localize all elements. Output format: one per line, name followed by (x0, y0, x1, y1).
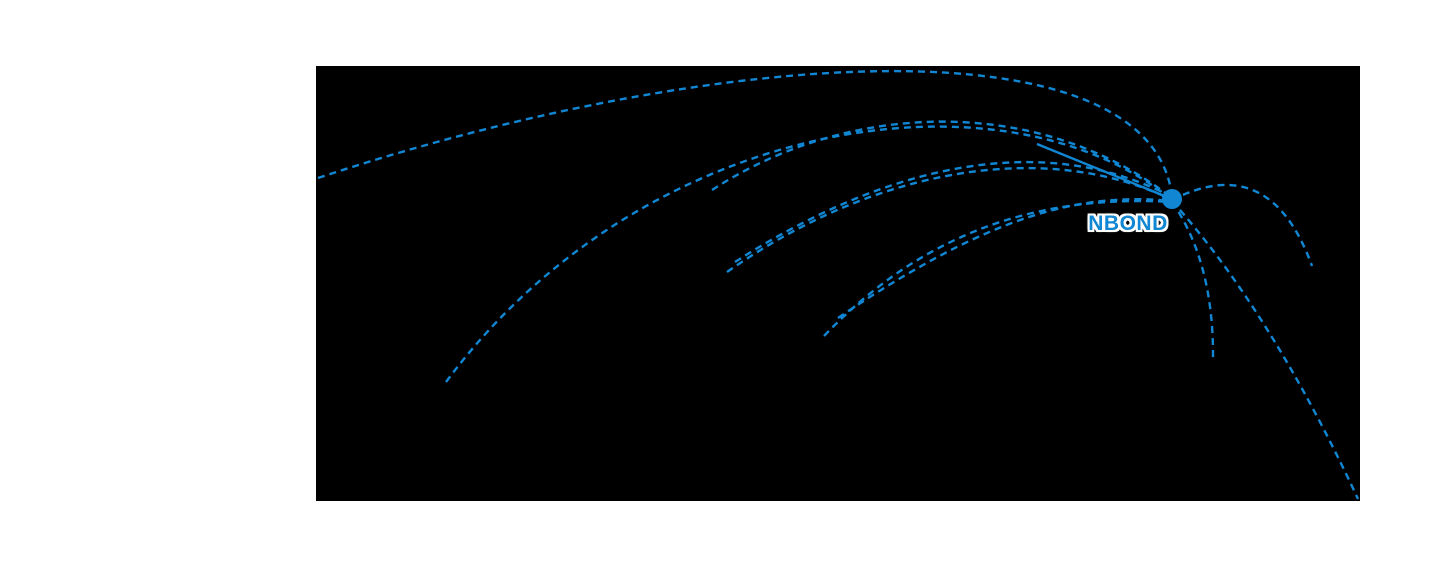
edge-low-mid-arc-pair (837, 198, 1173, 319)
edge-mid-arc-pair (734, 160, 1173, 264)
edge-mid-upper-arc (711, 120, 1173, 199)
graph-svg (317, 69, 1360, 500)
edge-low-mid-arc (823, 199, 1173, 337)
edge-down-vertical (1171, 201, 1215, 361)
edge-mid-arc (726, 166, 1173, 273)
graph-node-nbond[interactable] (1162, 189, 1182, 209)
edge-far-left-top-arc (317, 69, 1174, 197)
edge-right-loop (1171, 183, 1314, 267)
edge-solid-ray (1036, 142, 1168, 199)
edge-lower-left-arc (445, 125, 1173, 383)
edge-down-right-long (1171, 200, 1360, 500)
network-canvas[interactable] (316, 66, 1360, 501)
